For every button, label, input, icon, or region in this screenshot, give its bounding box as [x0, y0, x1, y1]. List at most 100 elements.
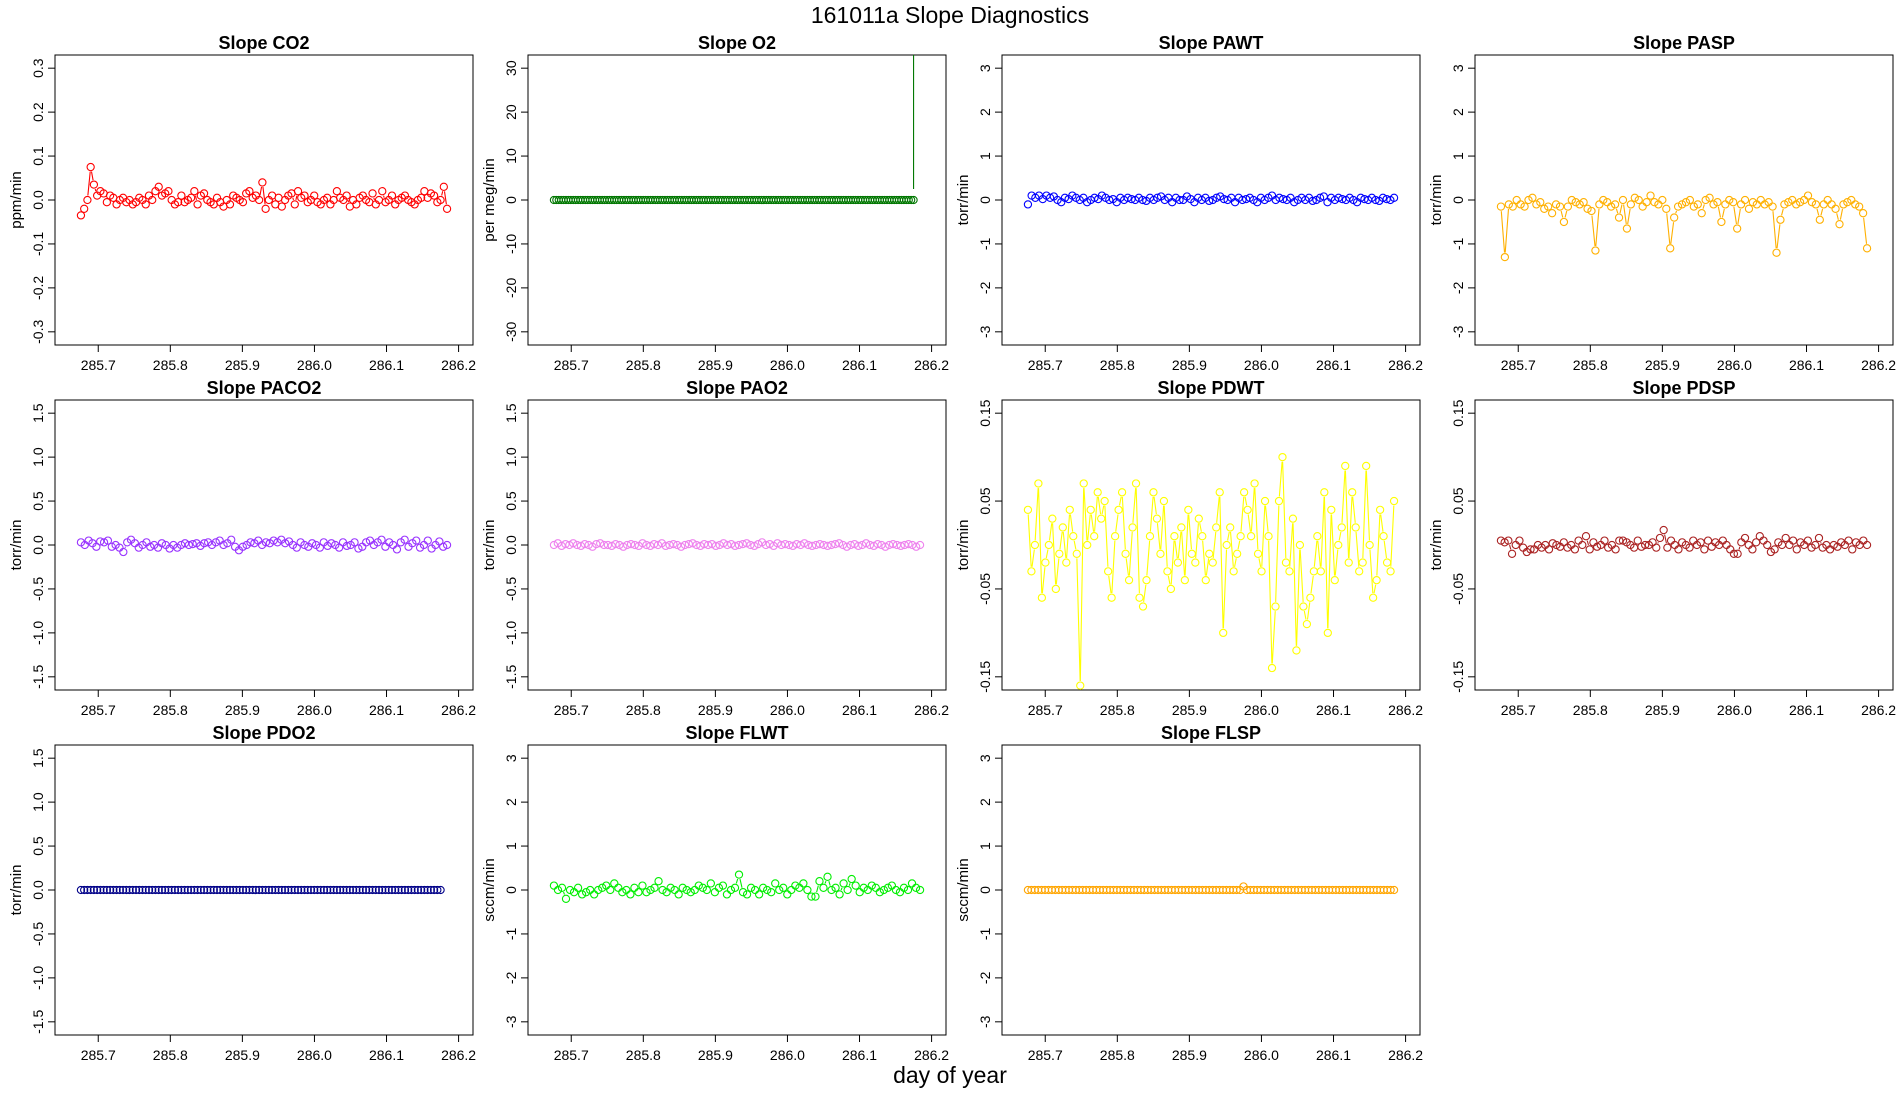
y-tick-label: 0.0 — [30, 535, 46, 555]
data-point — [1501, 254, 1508, 261]
y-tick-label: -2 — [977, 971, 993, 984]
data-point — [1171, 533, 1178, 540]
y-tick-label: -1 — [977, 238, 993, 251]
data-point — [1497, 203, 1504, 210]
series-slope-co2 — [77, 163, 450, 219]
x-tick-label: 285.8 — [626, 1047, 661, 1063]
panel-title: Slope PDO2 — [212, 723, 315, 743]
data-point — [382, 543, 389, 550]
data-point — [711, 889, 718, 896]
y-tick-label: 0.15 — [977, 399, 993, 426]
data-point — [635, 889, 642, 896]
y-tick-label: 0 — [503, 886, 519, 894]
data-point — [1647, 192, 1654, 199]
y-axis-label: sccm/min — [955, 858, 972, 921]
y-tick-label: -1.0 — [503, 621, 519, 645]
data-point — [1815, 534, 1822, 541]
data-point — [1077, 682, 1084, 689]
y-tick-label: -1 — [977, 928, 993, 941]
data-point — [1216, 489, 1223, 496]
data-point — [550, 882, 557, 889]
data-point — [1268, 664, 1275, 671]
panel-slope-co2: Slope CO2ppm/min-0.3-0.2-0.10.00.10.20.3… — [8, 33, 476, 373]
data-point — [262, 205, 269, 212]
y-tick-label: -3 — [977, 325, 993, 338]
data-point — [1667, 245, 1674, 252]
y-tick-label: -3 — [1450, 325, 1466, 338]
data-point — [1073, 550, 1080, 557]
y-axis-label: torr/min — [1428, 175, 1445, 226]
data-point — [291, 201, 298, 208]
series-slope-pasp — [1497, 192, 1870, 261]
data-point — [1213, 524, 1220, 531]
panel-title: Slope PAO2 — [686, 378, 788, 398]
data-point — [1024, 201, 1031, 208]
data-point — [1619, 196, 1626, 203]
x-tick-label: 285.9 — [1645, 702, 1680, 718]
x-tick-label: 285.7 — [554, 702, 589, 718]
data-point — [1289, 515, 1296, 522]
data-point — [1660, 526, 1667, 533]
data-point — [804, 886, 811, 893]
data-point — [1188, 550, 1195, 557]
panel-title: Slope PDWT — [1158, 378, 1265, 398]
data-point — [1656, 534, 1663, 541]
data-point — [1195, 515, 1202, 522]
data-point — [1377, 506, 1384, 513]
y-tick-label: 1 — [503, 842, 519, 850]
data-point — [1698, 210, 1705, 217]
panel-slope-pdwt: Slope PDWTtorr/min-0.15-0.050.050.15285.… — [955, 378, 1423, 718]
data-point — [1659, 196, 1666, 203]
y-tick-label: -3 — [503, 1015, 519, 1028]
data-point — [1125, 577, 1132, 584]
y-tick-label: 0 — [977, 886, 993, 894]
y-axis-label: torr/min — [955, 175, 972, 226]
y-tick-label: 1 — [977, 152, 993, 160]
y-tick-label: 3 — [977, 64, 993, 72]
data-point — [1820, 201, 1827, 208]
y-tick-label: -0.05 — [977, 573, 993, 605]
data-point — [1042, 559, 1049, 566]
x-tick-label: 285.9 — [1172, 702, 1207, 718]
data-point — [1741, 196, 1748, 203]
data-point — [1258, 568, 1265, 575]
y-tick-label: 1 — [977, 842, 993, 850]
data-point — [844, 886, 851, 893]
data-point — [1363, 462, 1370, 469]
y-tick-label: 30 — [503, 60, 519, 76]
data-point — [707, 880, 714, 887]
series-slope-paco2 — [77, 536, 450, 556]
data-point — [1167, 585, 1174, 592]
data-point — [840, 880, 847, 887]
x-tick-label: 286.1 — [842, 357, 877, 373]
data-point — [1231, 199, 1238, 206]
data-point — [1342, 462, 1349, 469]
data-point — [1091, 533, 1098, 540]
x-tick-label: 286.2 — [1388, 357, 1423, 373]
x-tick-label: 285.8 — [626, 702, 661, 718]
y-tick-label: 0.05 — [977, 487, 993, 514]
y-tick-label: 2 — [977, 798, 993, 806]
y-tick-label: 1.5 — [503, 403, 519, 423]
x-tick-label: 285.8 — [153, 702, 188, 718]
data-point — [1237, 533, 1244, 540]
y-axis-label: ppm/min — [8, 171, 25, 229]
figure-title: 161011a Slope Diagnostics — [0, 2, 1900, 29]
data-point — [81, 205, 88, 212]
data-point — [1370, 594, 1377, 601]
y-tick-label: -0.5 — [30, 577, 46, 601]
y-tick-label: -1.5 — [30, 665, 46, 689]
panel-title: Slope FLSP — [1161, 723, 1261, 743]
data-point — [1272, 603, 1279, 610]
y-tick-label: -10 — [503, 234, 519, 254]
x-tick-label: 285.8 — [1100, 1047, 1135, 1063]
x-tick-label: 285.9 — [698, 702, 733, 718]
data-point — [816, 878, 823, 885]
data-point — [1596, 201, 1603, 208]
data-point — [784, 891, 791, 898]
y-tick-label: 2 — [977, 108, 993, 116]
